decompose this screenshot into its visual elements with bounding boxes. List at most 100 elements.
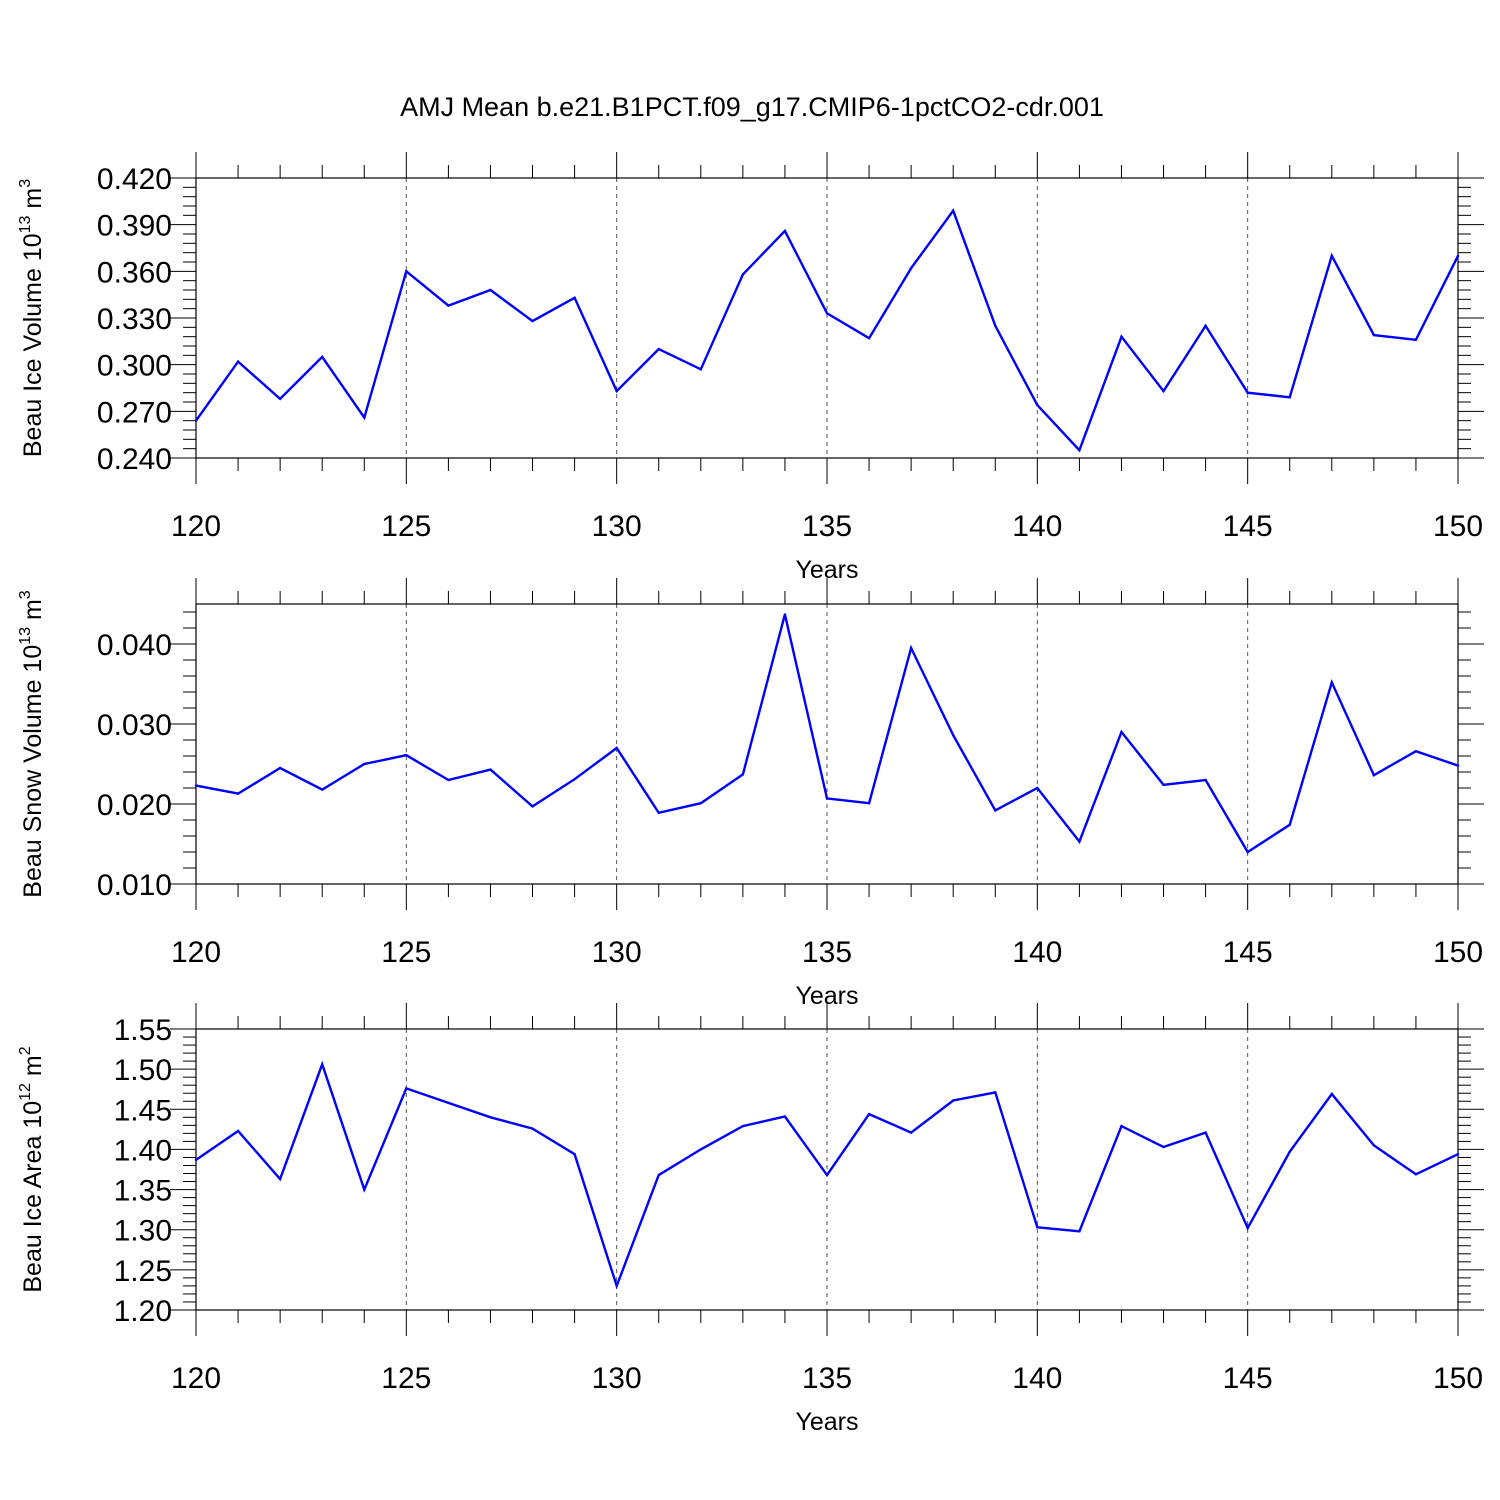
data-point bbox=[1330, 254, 1334, 257]
data-point bbox=[278, 1177, 282, 1181]
y-tick-label: 1.55 bbox=[114, 1014, 172, 1047]
y-axis-label-unit-exp: 3 bbox=[17, 179, 34, 188]
data-point bbox=[363, 762, 366, 766]
data-point bbox=[1288, 1150, 1291, 1154]
data-point bbox=[1246, 850, 1249, 854]
chart-panel-2: 0.010 0.020 0.030 0.040 120 125 130 135 140 145 15… bbox=[17, 578, 1484, 1010]
data-point bbox=[699, 1148, 702, 1151]
data-point bbox=[909, 646, 913, 650]
data-point bbox=[1414, 338, 1418, 341]
x-tick-label: 130 bbox=[592, 510, 642, 543]
y-tick-label: 0.270 bbox=[97, 396, 172, 429]
data-point bbox=[1036, 1226, 1039, 1229]
data-point bbox=[994, 809, 997, 812]
data-point bbox=[1036, 786, 1039, 790]
data-point bbox=[1288, 396, 1291, 399]
data-point bbox=[1120, 1124, 1123, 1128]
y-tick-label: 1.35 bbox=[114, 1175, 172, 1208]
data-point bbox=[1456, 254, 1460, 257]
data-point bbox=[405, 754, 408, 757]
x-tick-label: 145 bbox=[1223, 1362, 1273, 1395]
y-tick-label: 0.330 bbox=[97, 303, 172, 336]
y-tick-label: 0.240 bbox=[97, 443, 172, 476]
data-point bbox=[994, 1091, 997, 1094]
data-point bbox=[1162, 389, 1165, 393]
x-tick-label: 140 bbox=[1012, 1362, 1062, 1395]
y-axis-label-main: Beau Snow Volume 10 bbox=[19, 645, 47, 898]
data-point bbox=[615, 1284, 618, 1288]
y-axis-label-unit: m bbox=[19, 599, 47, 627]
data-point bbox=[825, 312, 829, 315]
x-tick-label: 135 bbox=[802, 936, 852, 969]
data-point bbox=[615, 746, 618, 750]
data-point bbox=[489, 288, 492, 292]
data-point bbox=[405, 270, 408, 273]
y-axis-label-exp: 12 bbox=[17, 1083, 34, 1101]
data-point bbox=[1372, 1144, 1376, 1147]
x-tick-label: 120 bbox=[171, 1362, 221, 1395]
x-tick-label: 145 bbox=[1223, 510, 1273, 543]
data-point bbox=[741, 273, 745, 276]
data-point bbox=[194, 1158, 198, 1162]
data-point bbox=[1204, 324, 1207, 327]
data-point bbox=[278, 397, 282, 401]
data-point bbox=[194, 419, 198, 422]
data-point bbox=[363, 416, 366, 419]
data-point bbox=[1120, 730, 1123, 734]
data-point bbox=[741, 773, 745, 776]
x-tick-label: 140 bbox=[1012, 510, 1062, 543]
data-point bbox=[699, 802, 702, 805]
y-tick-label: 1.40 bbox=[114, 1134, 172, 1167]
data-point bbox=[447, 1101, 450, 1105]
data-point bbox=[1414, 1173, 1418, 1176]
x-tick-label: 150 bbox=[1433, 510, 1483, 543]
y-axis-label-unit-exp: 3 bbox=[17, 590, 34, 599]
data-point bbox=[236, 1129, 240, 1133]
data-point bbox=[278, 766, 282, 770]
data-point bbox=[531, 805, 534, 808]
data-point bbox=[489, 768, 492, 771]
figure-title: AMJ Mean b.e21.B1PCT.f09_g17.CMIP6-1pctC… bbox=[400, 92, 1104, 122]
data-point bbox=[825, 797, 829, 800]
data-point bbox=[236, 792, 240, 795]
x-tick-label: 125 bbox=[381, 510, 431, 543]
y-tick-label: 0.390 bbox=[97, 210, 172, 243]
data-point bbox=[1414, 750, 1418, 753]
x-tick-label: 130 bbox=[592, 1362, 642, 1395]
data-point bbox=[1246, 391, 1249, 394]
data-point bbox=[531, 1127, 534, 1130]
data-point bbox=[1246, 1226, 1249, 1230]
data-point bbox=[615, 389, 618, 393]
data-point bbox=[1330, 1092, 1334, 1096]
y-tick-label: 0.040 bbox=[97, 629, 172, 662]
data-point bbox=[909, 1131, 913, 1134]
data-point bbox=[867, 802, 871, 805]
data-point bbox=[447, 304, 450, 307]
data-point bbox=[825, 1173, 829, 1177]
chart-panel-1: 0.240 0.270 0.300 0.330 0.360 0.390 0.420 120 12… bbox=[17, 152, 1484, 584]
chart-panel-3: 1.20 1.25 1.30 1.35 1.40 1.45 1.50 1.55 120 125 13… bbox=[17, 1003, 1484, 1436]
data-point bbox=[447, 778, 450, 782]
data-point bbox=[741, 1124, 745, 1128]
data-point bbox=[1120, 335, 1123, 338]
y-axis-label: Beau Ice Area 1012 m2 bbox=[17, 1046, 47, 1292]
data-point bbox=[1288, 823, 1291, 826]
x-tick-label: 135 bbox=[802, 1362, 852, 1395]
chart-panels: 0.240 0.270 0.300 0.330 0.360 0.390 0.420 120 12… bbox=[17, 152, 1484, 1436]
y-tick-label: 1.25 bbox=[114, 1255, 172, 1288]
y-tick-label: 0.020 bbox=[97, 789, 172, 822]
y-axis-label: Beau Ice Volume 1013 m3 bbox=[17, 179, 47, 457]
x-tick-label: 125 bbox=[381, 1362, 431, 1395]
y-axis-label-exp: 13 bbox=[17, 215, 34, 233]
data-point bbox=[1078, 1230, 1081, 1233]
x-tick-label: 140 bbox=[1012, 936, 1062, 969]
x-tick-label: 120 bbox=[171, 936, 221, 969]
data-point bbox=[1078, 449, 1081, 452]
y-tick-label: 1.20 bbox=[114, 1295, 172, 1328]
x-tick-label: 120 bbox=[171, 510, 221, 543]
data-point bbox=[1078, 840, 1081, 843]
data-point bbox=[1456, 1153, 1460, 1156]
y-axis-label: Beau Snow Volume 1013 m3 bbox=[17, 590, 47, 898]
data-point bbox=[1204, 1131, 1207, 1134]
